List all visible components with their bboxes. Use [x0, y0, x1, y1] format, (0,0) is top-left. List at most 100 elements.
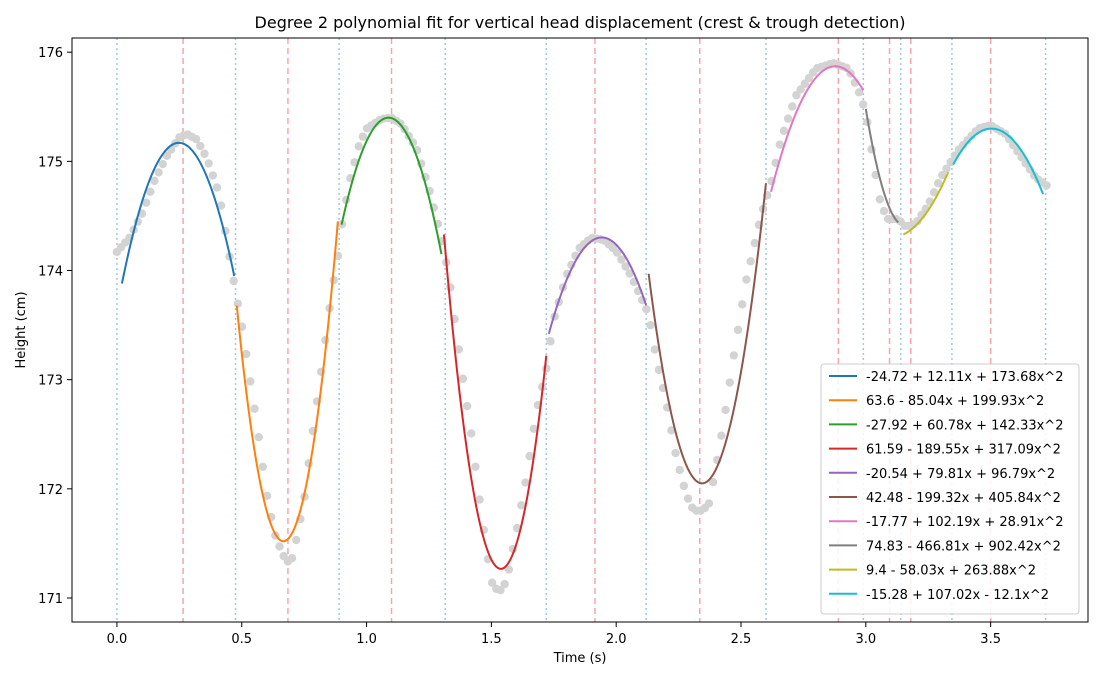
raw-point: [287, 554, 297, 563]
y-tick-label: 175: [38, 155, 63, 170]
x-tick-label: 0.0: [107, 632, 128, 647]
y-tick-label: 173: [38, 374, 63, 389]
raw-point: [1042, 181, 1051, 190]
raw-point: [250, 404, 259, 413]
raw-point: [191, 134, 201, 144]
raw-point: [717, 431, 726, 440]
raw-point: [462, 401, 472, 411]
raw-point: [671, 448, 680, 458]
raw-point: [233, 299, 243, 308]
x-tick-label: 3.5: [980, 632, 1001, 647]
raw-point: [612, 248, 622, 257]
raw-point: [738, 300, 747, 309]
raw-point: [779, 126, 789, 135]
raw-point: [625, 269, 634, 278]
raw-point: [216, 201, 226, 210]
chart-title: Degree 2 polynomial fit for vertical hea…: [255, 13, 906, 32]
raw-point: [291, 535, 301, 545]
legend: -24.72 + 12.11x + 173.68x^2 63.6 - 85.04x…: [820, 363, 1080, 615]
raw-point: [458, 374, 468, 383]
raw-point: [212, 183, 222, 192]
raw-point: [275, 542, 284, 551]
legend-label: 61.59 - 189.55x + 317.09x^2: [866, 443, 1061, 458]
x-tick-label: 3.0: [855, 632, 876, 647]
raw-point: [783, 114, 793, 123]
y-axis-label: Height (cm): [14, 291, 29, 368]
x-tick-label: 1.0: [356, 632, 377, 647]
raw-point: [354, 142, 363, 151]
raw-point: [621, 262, 630, 271]
x-axis: 0.0 0.5 1.0 1.5 2.0 2.5 3.0 3.5: [107, 622, 1001, 647]
raw-point: [208, 171, 218, 180]
raw-point: [454, 345, 463, 354]
raw-point: [150, 176, 159, 186]
raw-point: [496, 585, 505, 595]
raw-point: [158, 159, 167, 169]
raw-point: [241, 349, 251, 359]
y-tick-label: 171: [38, 592, 63, 607]
raw-point: [521, 478, 530, 487]
fit-curve-8: [902, 171, 950, 236]
raw-point: [196, 141, 205, 151]
raw-point: [154, 168, 163, 177]
raw-point: [938, 170, 947, 180]
raw-point: [504, 565, 514, 574]
fit-curve-4: [547, 236, 648, 335]
legend-label: -24.72 + 12.11x + 173.68x^2: [866, 370, 1063, 385]
raw-point: [546, 337, 555, 346]
y-tick-label: 174: [38, 265, 63, 280]
raw-point: [529, 424, 539, 433]
raw-point: [467, 429, 476, 438]
raw-point: [683, 494, 693, 503]
raw-point: [929, 188, 939, 197]
x-tick-label: 0.5: [231, 632, 252, 647]
legend-label: -17.77 + 102.19x + 28.91x^2: [866, 515, 1063, 530]
x-axis-label: Time (s): [553, 651, 607, 666]
raw-point: [642, 305, 651, 314]
raw-data-points: [112, 59, 1051, 595]
raw-point: [262, 491, 272, 501]
raw-point: [667, 426, 676, 435]
fit-curve-1: [235, 221, 339, 543]
legend-label: -15.28 + 107.02x - 12.1x^2: [866, 588, 1049, 603]
fit-curve-6: [770, 65, 865, 193]
raw-point: [942, 164, 951, 173]
raw-point: [646, 321, 655, 330]
raw-point: [788, 102, 797, 111]
raw-point: [721, 405, 730, 415]
raw-point: [913, 216, 922, 226]
raw-point: [254, 432, 263, 442]
raw-point: [708, 477, 718, 487]
x-tick-label: 2.0: [606, 632, 627, 647]
legend-label: 9.4 - 58.03x + 263.88x^2: [866, 564, 1036, 579]
raw-point: [746, 257, 755, 266]
raw-point: [146, 187, 155, 196]
raw-point: [750, 238, 759, 248]
raw-point: [650, 345, 659, 354]
raw-point: [729, 351, 739, 360]
raw-point: [617, 255, 626, 264]
fit-curve-9: [952, 127, 1044, 195]
fit-curve-3: [442, 234, 548, 570]
fit-curve-2: [340, 116, 443, 255]
raw-point: [204, 159, 213, 168]
legend-box: [820, 363, 1080, 615]
fit-curve-7: [864, 108, 899, 224]
raw-point: [858, 100, 868, 109]
raw-point: [471, 462, 480, 471]
y-tick-label: 172: [38, 483, 63, 498]
fit-curve-5: [647, 183, 767, 485]
raw-point: [141, 198, 151, 207]
x-tick-label: 2.5: [731, 632, 752, 647]
legend-label: 42.48 - 199.32x + 405.84x^2: [866, 491, 1061, 506]
raw-point: [654, 365, 664, 375]
raw-point: [704, 499, 714, 508]
raw-point: [725, 378, 734, 387]
raw-point: [525, 451, 534, 461]
raw-point: [258, 462, 268, 471]
raw-point: [246, 377, 255, 386]
fit-curves: [120, 65, 1044, 570]
y-axis: 171 172 173 174 175 176: [38, 46, 72, 607]
raw-point: [675, 465, 684, 475]
